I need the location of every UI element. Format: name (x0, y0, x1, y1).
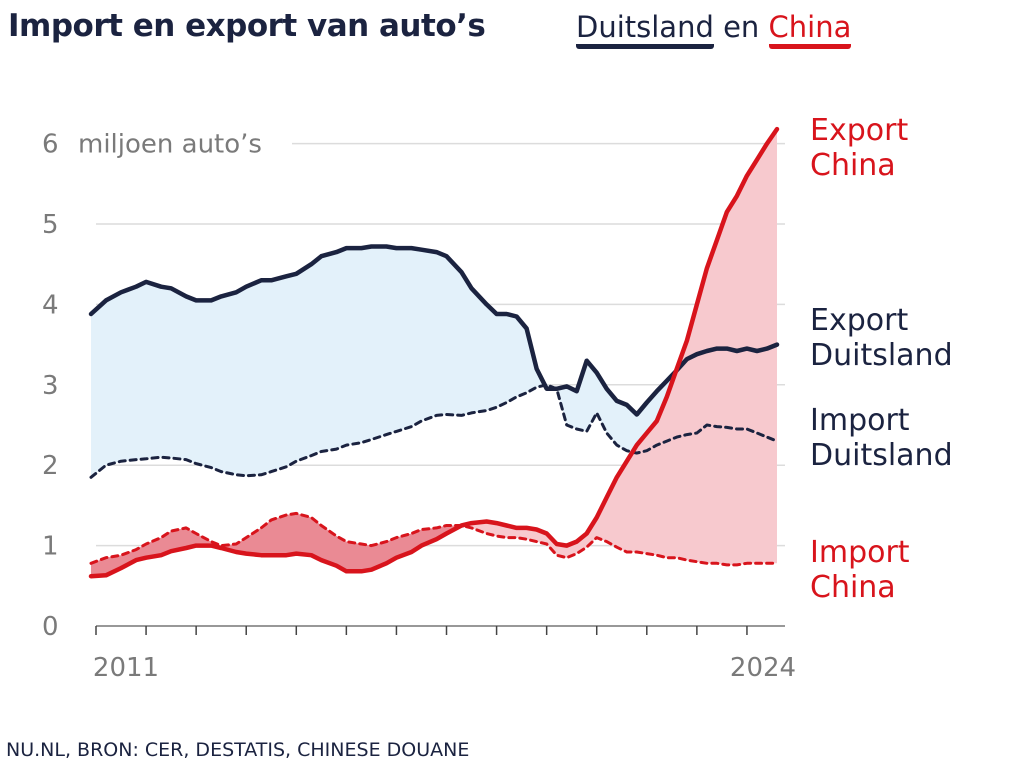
y-tick-label-6: 6 (42, 130, 59, 160)
fill-duitsland (91, 246, 777, 478)
chart-title: Import en export van auto’s (8, 8, 486, 44)
series-label-import-china-line2: China (810, 570, 896, 605)
subtitle-china: China (768, 10, 852, 49)
line-import-duitsland (89, 383, 779, 479)
series-label-import-china-line1: Import (810, 535, 910, 570)
series-label-import-duitsland-line2: Duitsland (810, 438, 953, 473)
y-axis-label: miljoen auto’s (78, 130, 262, 160)
y-tick-label-1: 1 (42, 532, 59, 562)
series-label-export-duitsland-line2: Duitsland (810, 338, 953, 373)
x-tick-label-2024: 2024 (730, 653, 796, 683)
series-label-export-china-line2: China (810, 148, 896, 183)
chart-subtitle: Duitsland en China (576, 10, 852, 49)
line-import-china (89, 511, 779, 567)
series-label-export-china-line1: Export (810, 113, 908, 148)
y-tick-label-5: 5 (42, 210, 59, 240)
fill-china-export-surplus (91, 129, 777, 565)
series-label-export-duitsland-line1: Export (810, 303, 908, 338)
subtitle-duitsland: Duitsland (576, 10, 714, 49)
y-tick-label-3: 3 (42, 371, 59, 401)
x-tick-label-2011: 2011 (93, 653, 159, 683)
subtitle-en: en (713, 10, 769, 44)
y-tick-label-0: 0 (42, 612, 59, 642)
y-tick-label-2: 2 (42, 451, 59, 481)
y-tick-label-4: 4 (42, 290, 59, 320)
line-export-china (88, 126, 780, 579)
series-label-import-duitsland-line1: Import (810, 403, 910, 438)
source-note: NU.NL, BRON: CER, DESTATIS, CHINESE DOUA… (6, 739, 470, 761)
